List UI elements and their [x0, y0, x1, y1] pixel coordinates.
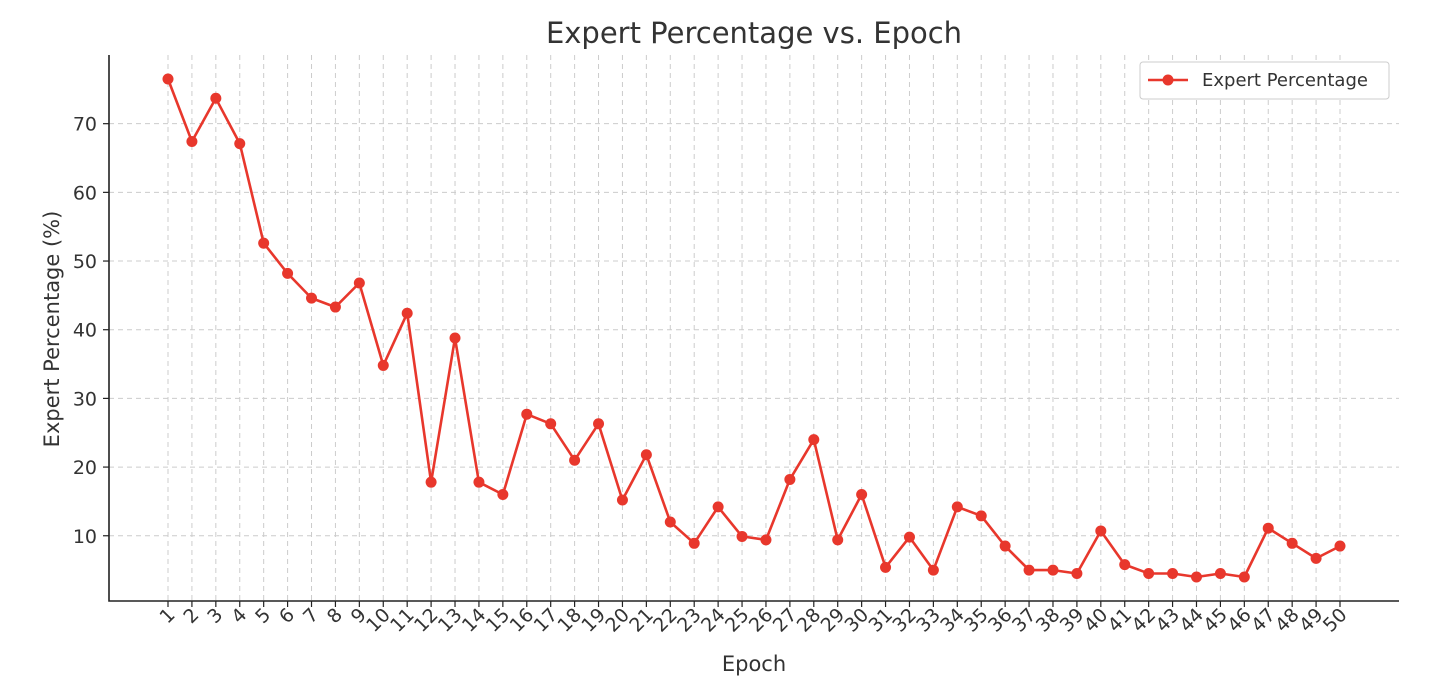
data-point [951, 501, 963, 513]
y-tick-label: 60 [73, 182, 97, 204]
legend-frame [1139, 61, 1390, 100]
data-point [1262, 522, 1274, 534]
data-point [1214, 568, 1226, 580]
y-tick-label: 70 [73, 114, 97, 136]
y-tick-label: 20 [73, 457, 97, 479]
legend-marker-swatch [1162, 74, 1174, 86]
data-point [186, 136, 198, 148]
data-point [234, 138, 246, 150]
data-point [760, 534, 772, 546]
axis-spines [108, 55, 1399, 602]
data-point [1167, 568, 1179, 580]
data-point [784, 473, 796, 485]
chart-title: Expert Percentage vs. Epoch [546, 16, 962, 50]
data-point [449, 332, 461, 344]
data-point [856, 489, 868, 501]
data-point [1119, 559, 1131, 571]
data-point [1286, 537, 1298, 549]
data-point [664, 516, 676, 528]
series-expert-percentage [162, 73, 1346, 583]
data-point [497, 489, 509, 501]
data-point [473, 476, 485, 488]
data-point [306, 292, 318, 304]
series-line [166, 78, 1341, 579]
data-point [736, 530, 748, 542]
x-axis-label: Epoch [722, 652, 786, 676]
data-point [401, 307, 413, 319]
data-point [377, 359, 389, 371]
data-point [1238, 571, 1250, 583]
data-point [1071, 568, 1083, 580]
data-point [903, 531, 915, 543]
data-point [1190, 571, 1202, 583]
data-point [1334, 540, 1346, 552]
data-point [616, 494, 628, 506]
x-tick-label: 1 [155, 604, 179, 628]
data-point [425, 476, 437, 488]
data-point [569, 454, 581, 466]
data-point [593, 418, 605, 430]
legend: Expert Percentage [1139, 61, 1390, 100]
data-point [712, 501, 724, 513]
data-point [521, 408, 533, 420]
x-tick-label: 4 [227, 604, 251, 628]
data-point [162, 73, 174, 85]
y-axis-label: Expert Percentage (%) [40, 211, 64, 448]
x-tick-label: 8 [323, 604, 347, 628]
data-point [1310, 552, 1322, 564]
data-point [975, 510, 987, 522]
x-tick-label: 5 [251, 604, 275, 628]
data-point [880, 561, 892, 573]
data-point [1143, 568, 1155, 580]
data-point [688, 537, 700, 549]
data-point [808, 434, 820, 446]
y-tick-label: 30 [73, 388, 97, 410]
x-tick-label: 50 [1319, 604, 1352, 637]
y-tick-label: 50 [73, 251, 97, 273]
data-point [832, 534, 844, 546]
data-point [258, 237, 270, 249]
data-point [999, 540, 1011, 552]
data-point [353, 277, 365, 289]
data-point [210, 92, 222, 104]
x-tick-label: 3 [203, 604, 227, 628]
x-tick-label: 2 [179, 604, 203, 628]
data-point [927, 564, 939, 576]
data-point [1047, 564, 1059, 576]
data-point [282, 267, 294, 279]
data-point [1095, 525, 1107, 537]
grid [109, 55, 1399, 601]
data-point [329, 301, 341, 313]
x-tick-label: 6 [275, 604, 299, 628]
legend-label: Expert Percentage [1202, 70, 1368, 91]
data-point [640, 449, 652, 461]
y-tick-label: 40 [73, 320, 97, 342]
data-point [545, 418, 557, 430]
data-point [1023, 564, 1035, 576]
x-tick-label: 7 [299, 604, 323, 628]
axes [103, 55, 1399, 607]
y-tick-label: 10 [73, 526, 97, 548]
